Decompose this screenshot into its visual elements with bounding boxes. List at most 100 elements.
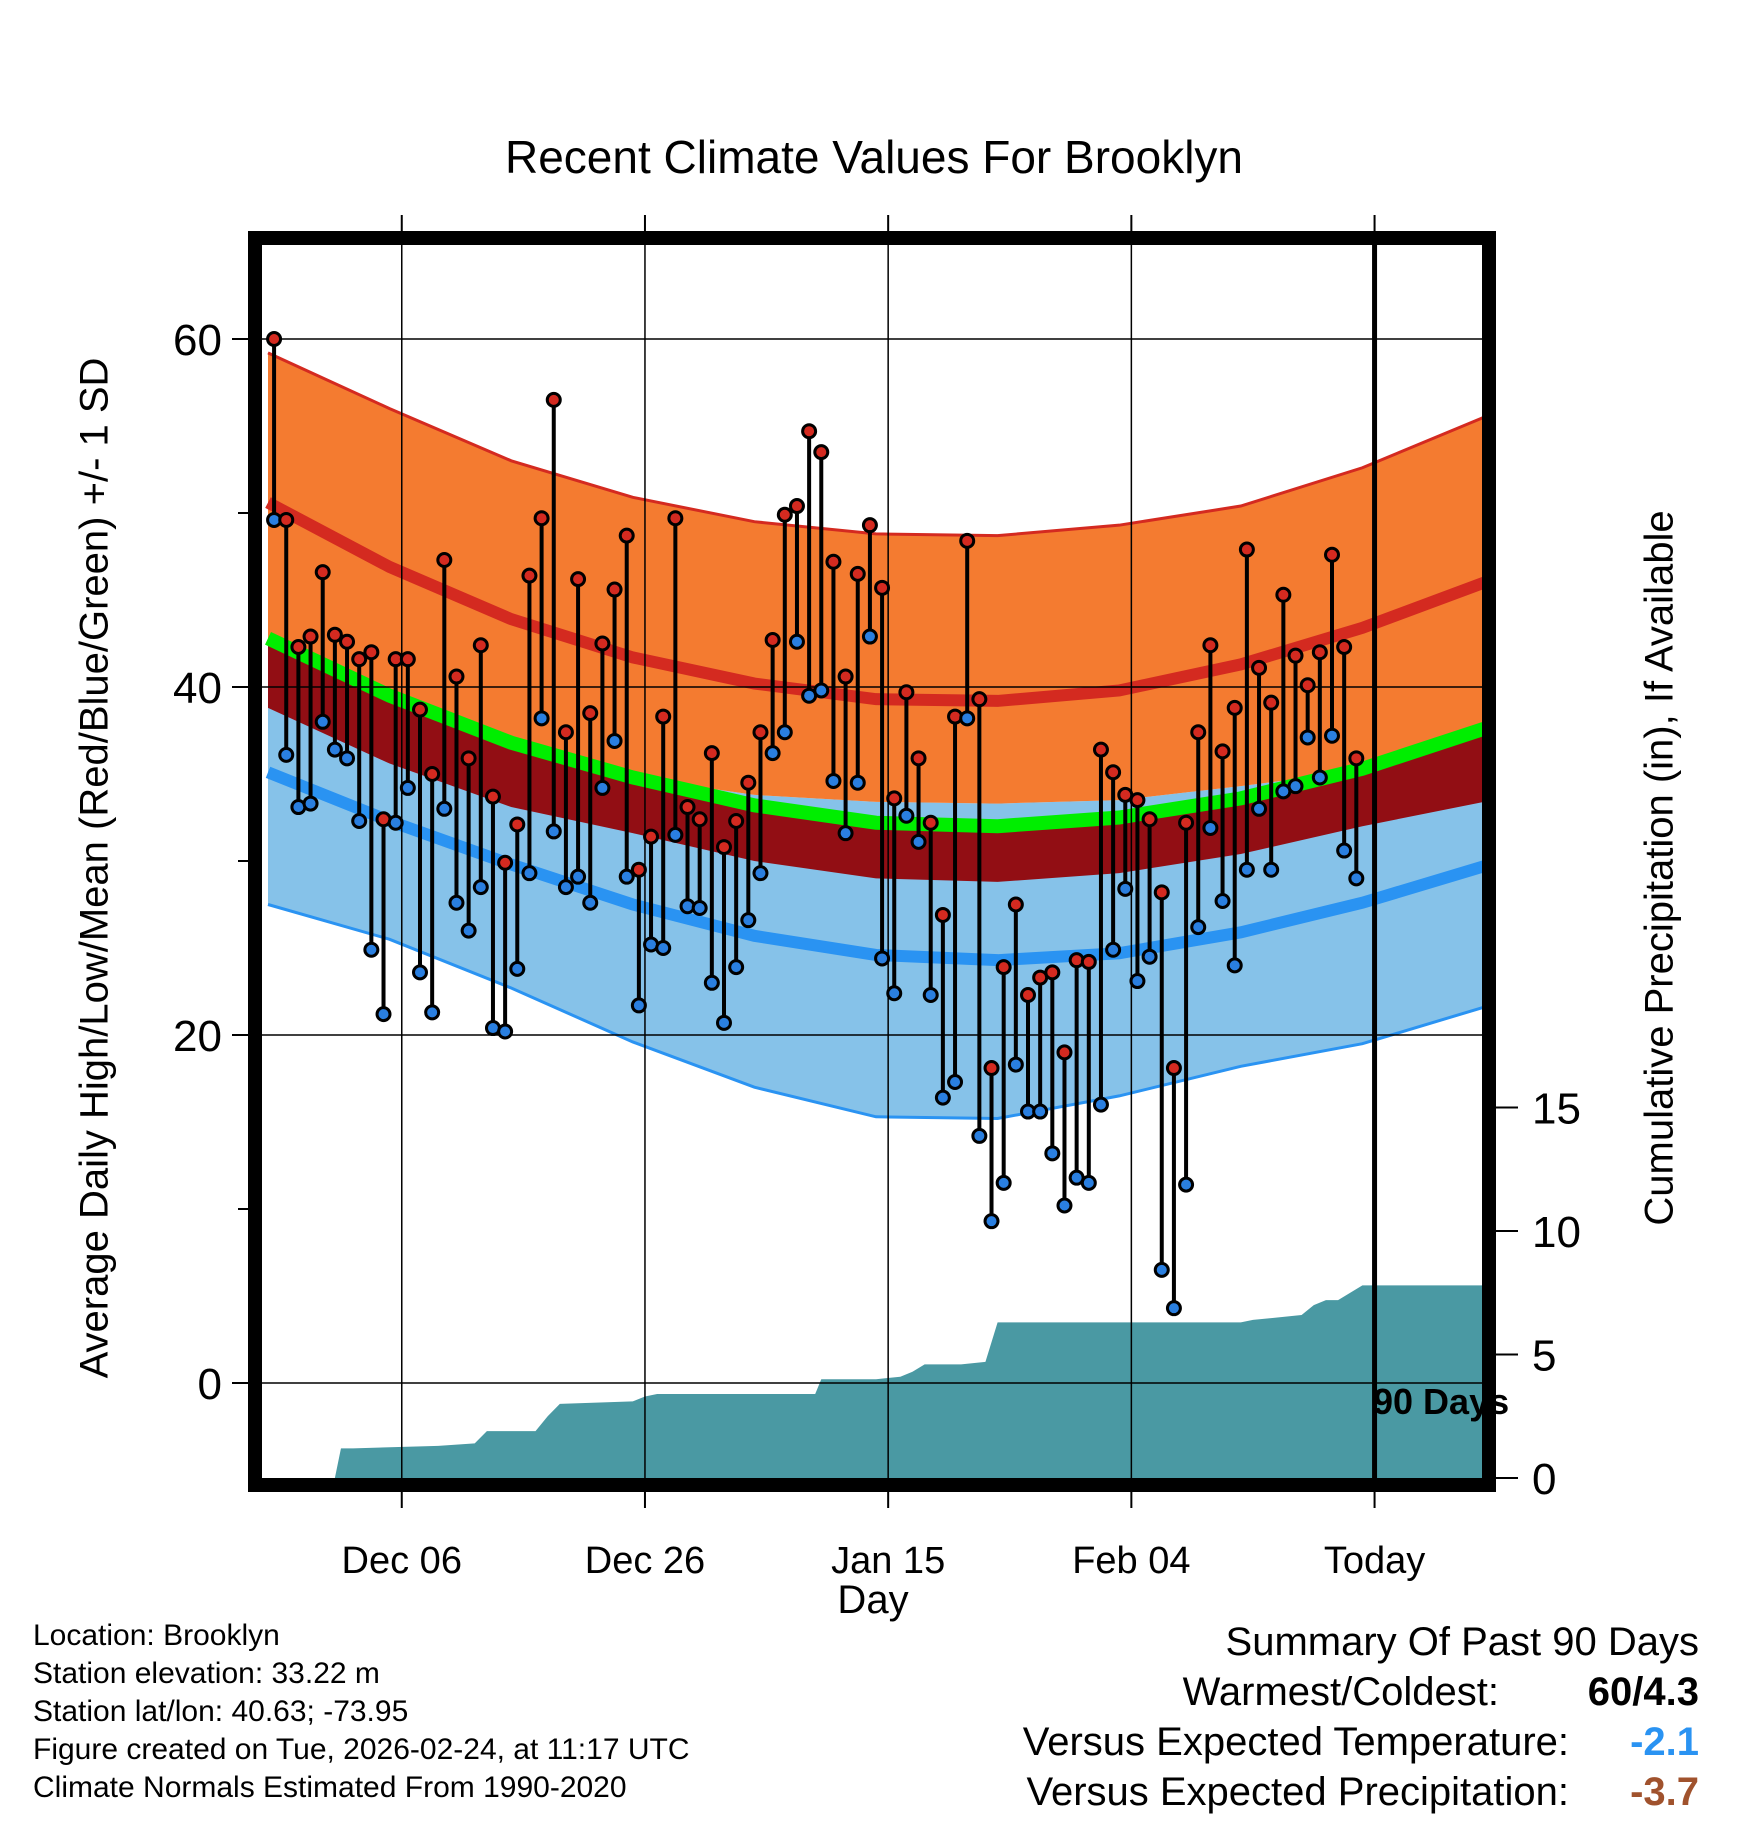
high-temp-dot: [1165, 1060, 1182, 1077]
summary-warmest-coldest: Warmest/Coldest: 60/4.3: [1023, 1667, 1699, 1717]
low-temp-dot: [1056, 1197, 1073, 1214]
high-temp-dot: [326, 626, 343, 643]
high-temp-dot: [1324, 546, 1340, 563]
low-temp-dot: [667, 826, 684, 843]
high-temp-dot: [898, 684, 915, 701]
low-temp-dot: [1141, 948, 1158, 965]
low-temp-dot: [278, 746, 295, 763]
high-temp-dot: [1080, 953, 1097, 970]
high-temp-dot: [703, 745, 720, 762]
high-temp-dot: [1178, 814, 1195, 831]
high-temp-dot: [339, 633, 356, 650]
low-temp-dot: [497, 1023, 514, 1040]
high-temp-dot: [484, 788, 501, 805]
high-temp-dot: [971, 691, 988, 708]
low-temp-dot: [1214, 893, 1231, 910]
low-temp-dot: [1202, 819, 1219, 836]
low-temp-dot: [983, 1213, 1000, 1230]
low-temp-dot: [436, 800, 453, 817]
low-temp-dot: [1287, 778, 1304, 795]
high-temp-dot: [521, 567, 538, 584]
latlon-text: Station lat/lon: 40.63; -73.95: [33, 1695, 409, 1728]
high-temp-dot: [764, 632, 781, 649]
high-temp-dot: [1202, 637, 1219, 654]
low-temp-dot: [1105, 941, 1122, 958]
high-temp-dot: [1044, 964, 1061, 981]
high-temp-dot: [1348, 750, 1365, 767]
high-temp-dot: [1007, 896, 1024, 913]
low-temp-dot: [326, 741, 343, 758]
created-text: Figure created on Tue, 2026-02-24, at 11…: [33, 1733, 690, 1766]
vs-precip-label: Versus Expected Precipitation:: [1026, 1770, 1569, 1814]
low-temp-dot: [314, 713, 331, 730]
high-temp-dot: [995, 959, 1012, 976]
high-temp-dot: [630, 861, 647, 878]
high-temp-dot: [460, 750, 477, 767]
low-temp-dot: [1032, 1103, 1049, 1120]
high-temp-dot: [886, 790, 903, 807]
y-tick-label: 0: [198, 1360, 222, 1409]
high-temp-dot: [1311, 644, 1328, 661]
low-temp-dot: [1129, 973, 1146, 990]
y2-tick-label: 0: [1532, 1455, 1556, 1504]
high-temp-dot: [679, 799, 696, 816]
low-temp-dot: [1226, 957, 1243, 974]
y2-tick-label: 10: [1532, 1208, 1581, 1257]
low-temp-dot: [825, 772, 842, 789]
high-temp-dot: [302, 628, 319, 645]
low-temp-dot: [861, 628, 878, 645]
low-temp-dot: [837, 825, 854, 842]
high-temp-dot: [801, 423, 818, 440]
high-temp-dot: [691, 811, 708, 828]
location-text: Location: Brooklyn: [33, 1619, 280, 1652]
low-temp-dot: [1178, 1176, 1195, 1193]
high-temp-dot: [1214, 743, 1231, 760]
high-temp-dot: [983, 1060, 1000, 1077]
x-tick-label: Today: [1324, 1540, 1425, 1582]
high-temp-dot: [837, 668, 854, 685]
today-annotation: 90 Days: [1373, 1381, 1510, 1422]
low-temp-dot: [1165, 1300, 1182, 1317]
low-temp-dot: [448, 894, 465, 911]
high-temp-dot: [424, 766, 441, 782]
high-mean-line: [265, 497, 1487, 707]
low-temp-dot: [606, 732, 623, 749]
high-temp-dot: [1287, 647, 1304, 664]
high-temp-dot: [497, 854, 514, 871]
low-temp-dot: [399, 779, 416, 796]
low-temp-dot: [947, 1073, 964, 1090]
high-temp-dot: [959, 532, 976, 549]
high-sd-band: [268, 352, 1484, 804]
y-axis-label: Average Daily High/Low/Mean (Red/Blue/Gr…: [72, 357, 117, 1379]
low-temp-dot: [472, 879, 489, 896]
low-temp-dot: [703, 974, 720, 991]
summary-vs-temp: Versus Expected Temperature: -2.1: [1023, 1717, 1699, 1767]
high-temp-dot: [1020, 986, 1036, 1003]
y-tick-label: 40: [173, 664, 222, 713]
low-temp-dot: [740, 912, 757, 929]
low-temp-dot: [898, 807, 915, 824]
low-temp-dot: [460, 922, 477, 939]
high-temp-dot: [1190, 724, 1207, 741]
x-tick-label: Jan 15: [831, 1540, 945, 1582]
high-temp-dot: [314, 564, 331, 581]
high-temp-dot: [813, 444, 830, 461]
low-temp-dot: [1044, 1145, 1061, 1162]
high-plus-sd-line: [267, 351, 1485, 538]
high-temp-dot: [1092, 741, 1109, 758]
high-temp-dot: [557, 724, 574, 741]
high-temp-dot: [533, 510, 550, 527]
low-temp-dot: [387, 814, 404, 831]
high-temp-dot: [351, 651, 368, 668]
low-temp-dot: [339, 750, 356, 767]
y-tick-label: 60: [173, 316, 222, 365]
low-temp-dot: [886, 985, 903, 1002]
low-temp-dot: [570, 868, 587, 885]
low-temp-dot: [412, 964, 428, 981]
low-temp-dot: [582, 894, 599, 911]
high-temp-dot: [910, 750, 927, 767]
high-temp-dot: [570, 571, 587, 588]
low-temp-dot: [557, 879, 574, 896]
low-temp-dot: [302, 795, 319, 812]
high-temp-dot: [1129, 792, 1146, 809]
